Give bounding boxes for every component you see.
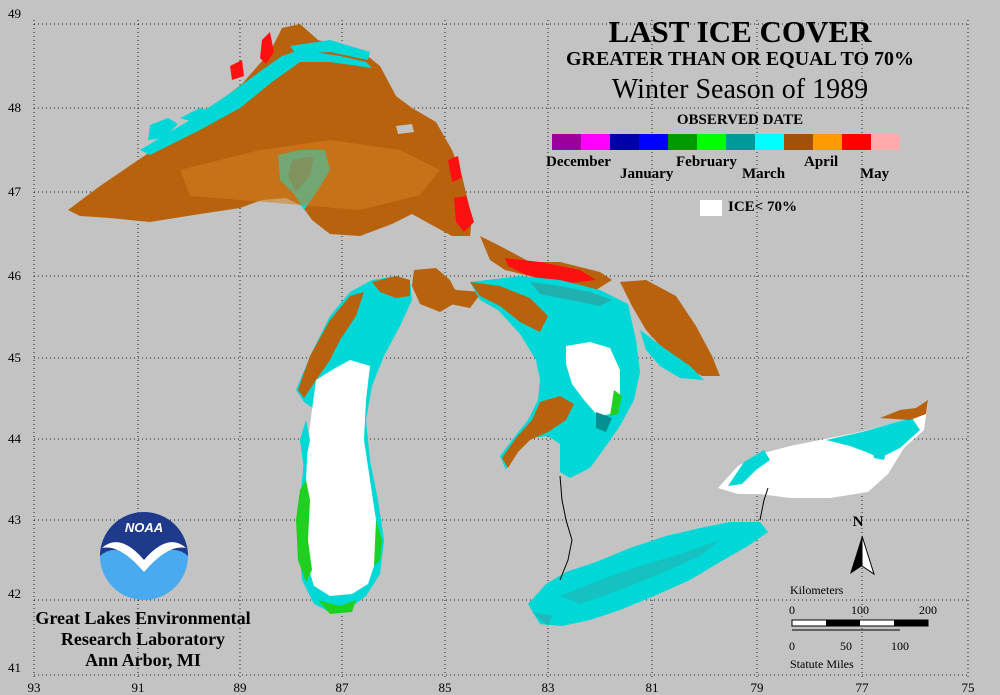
scale-mi-tick: 100 bbox=[891, 639, 909, 653]
lake-ontario bbox=[718, 400, 928, 498]
color-bar-segment bbox=[639, 134, 668, 150]
lat-label: 44 bbox=[8, 431, 22, 446]
lat-label: 42 bbox=[8, 586, 21, 601]
lon-label: 83 bbox=[542, 680, 555, 695]
season-label: Winter Season of 1989 bbox=[611, 74, 869, 105]
scale-mi-label: Statute Miles bbox=[790, 657, 854, 671]
color-bar-segment bbox=[755, 134, 784, 150]
scale-km-label: Kilometers bbox=[790, 583, 844, 597]
lon-label: 85 bbox=[439, 680, 452, 695]
lon-label: 81 bbox=[646, 680, 659, 695]
map-subtitle: GREATER THAN OR EQUAL TO 70% bbox=[565, 48, 915, 70]
scale-km-tick: 200 bbox=[919, 603, 937, 617]
scale-km-tick: 100 bbox=[851, 603, 869, 617]
legend-month: February bbox=[676, 154, 737, 170]
scale-km-tick: 0 bbox=[789, 603, 795, 617]
color-bar-segment bbox=[552, 134, 581, 150]
legend-heading: OBSERVED DATE bbox=[676, 112, 804, 128]
lat-label: 46 bbox=[8, 268, 22, 283]
legend-month: January bbox=[620, 166, 674, 182]
noaa-logo-text: NOAA bbox=[125, 520, 163, 535]
ice-label: ICE< 70% bbox=[728, 199, 797, 215]
lon-label: 89 bbox=[234, 680, 247, 695]
north-label: N bbox=[853, 514, 864, 530]
noaa-logo-icon: NOAA bbox=[100, 512, 188, 600]
legend-month: April bbox=[804, 154, 839, 170]
color-bar-segment bbox=[784, 134, 813, 150]
color-bar-segment bbox=[610, 134, 639, 150]
map-title: LAST ICE COVER bbox=[608, 14, 872, 49]
lon-label: 93 bbox=[28, 680, 41, 695]
scale-mi-tick: 50 bbox=[840, 639, 852, 653]
lon-label: 91 bbox=[132, 680, 145, 695]
lake-erie bbox=[528, 522, 768, 626]
lake-michigan bbox=[296, 268, 482, 614]
ice-swatch bbox=[700, 200, 722, 216]
north-arrow-icon bbox=[850, 535, 875, 576]
color-bar-segment bbox=[581, 134, 610, 150]
scale-bar bbox=[791, 619, 929, 631]
lat-label: 41 bbox=[8, 660, 21, 675]
legend-month: March bbox=[742, 166, 786, 182]
scale-mi-tick: 0 bbox=[789, 639, 795, 653]
color-bar-segment bbox=[697, 134, 726, 150]
lat-label: 45 bbox=[8, 350, 21, 365]
lake-huron bbox=[470, 276, 720, 478]
legend-month: May bbox=[860, 166, 890, 182]
org-line: Ann Arbor, MI bbox=[85, 650, 201, 670]
lon-label: 77 bbox=[856, 680, 870, 695]
lake-superior bbox=[68, 24, 474, 236]
org-credit: Great Lakes Environmental Research Labor… bbox=[18, 608, 268, 671]
color-bar-segment bbox=[813, 134, 842, 150]
org-line: Research Laboratory bbox=[60, 629, 226, 649]
connecting-channels bbox=[559, 475, 769, 581]
lat-label: 47 bbox=[8, 184, 22, 199]
lat-label: 49 bbox=[8, 6, 21, 21]
lon-label: 75 bbox=[962, 680, 975, 695]
lat-label: 48 bbox=[8, 100, 21, 115]
date-color-bar bbox=[552, 134, 900, 150]
color-bar-segment bbox=[871, 134, 900, 150]
color-bar-segment bbox=[668, 134, 697, 150]
lon-label: 79 bbox=[751, 680, 764, 695]
lon-label: 87 bbox=[336, 680, 350, 695]
north-channel bbox=[480, 236, 612, 290]
org-line: Great Lakes Environmental bbox=[35, 608, 251, 628]
legend-month: December bbox=[546, 154, 611, 170]
color-bar-segment bbox=[842, 134, 871, 150]
lat-label: 43 bbox=[8, 512, 21, 527]
color-bar-segment bbox=[726, 134, 755, 150]
